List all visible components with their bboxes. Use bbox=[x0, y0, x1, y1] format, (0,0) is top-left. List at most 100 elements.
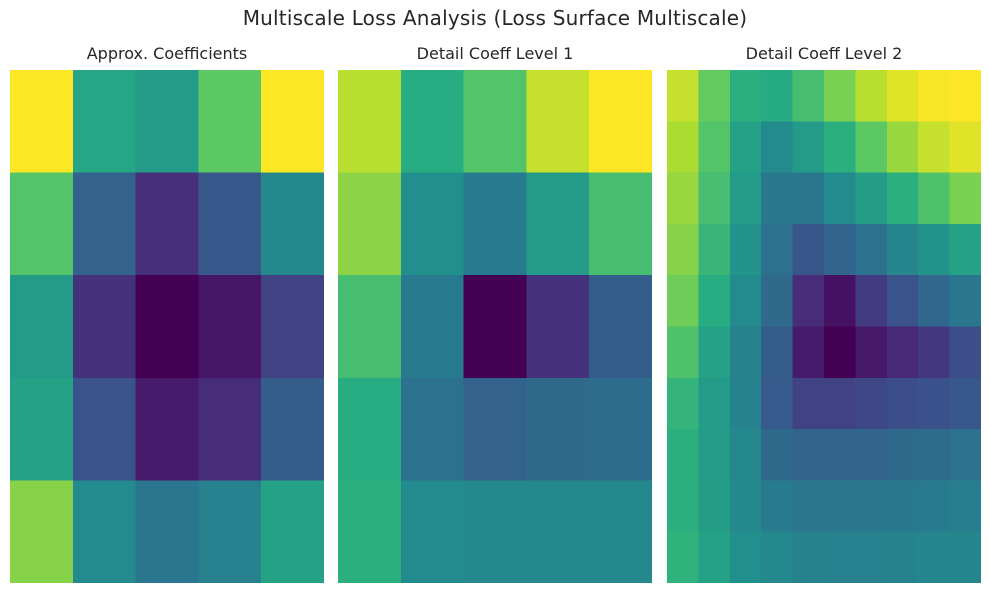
heatmap-cell-r3-c0 bbox=[10, 377, 74, 481]
heatmap-cell-r1-c1 bbox=[400, 172, 465, 276]
heatmap-cell-r2-c6 bbox=[855, 172, 888, 225]
heatmap-cell-r2-c4 bbox=[261, 275, 324, 379]
heatmap-cell-r9-c3 bbox=[761, 531, 794, 583]
heatmap-cell-r7-c9 bbox=[949, 429, 981, 481]
heatmap-cell-r4-c2 bbox=[135, 480, 199, 583]
heatmap-cell-r0-c1 bbox=[400, 70, 465, 174]
heatmap-cell-r6-c8 bbox=[918, 377, 951, 430]
heatmap-cell-r1-c4 bbox=[261, 172, 324, 276]
heatmap-cell-r6-c2 bbox=[729, 377, 762, 430]
heatmap-cell-r3-c1 bbox=[400, 377, 465, 481]
heatmap-cell-r4-c9 bbox=[949, 275, 981, 327]
heatmap-cell-r7-c7 bbox=[886, 429, 919, 481]
heatmap-cell-r4-c1 bbox=[72, 480, 137, 583]
heatmap-cell-r3-c3 bbox=[761, 223, 794, 276]
heatmap-cell-r6-c1 bbox=[698, 377, 731, 430]
heatmap-cell-r9-c7 bbox=[886, 531, 919, 583]
heatmap-cell-r3-c2 bbox=[729, 223, 762, 276]
heatmap-cell-r3-c3 bbox=[526, 377, 590, 481]
heatmap-cell-r5-c5 bbox=[824, 326, 856, 379]
heatmap-cell-r2-c7 bbox=[886, 172, 919, 225]
heatmap-cell-r8-c9 bbox=[949, 480, 981, 533]
heatmap-cell-r0-c4 bbox=[792, 70, 825, 122]
heatmap-cell-r4-c1 bbox=[400, 480, 465, 583]
heatmap-cell-r3-c2 bbox=[135, 377, 199, 481]
heatmap-cell-r9-c2 bbox=[729, 531, 762, 583]
heatmap-cell-r8-c6 bbox=[855, 480, 888, 533]
heatmap-cell-r4-c0 bbox=[10, 480, 74, 583]
heatmap-cell-r7-c5 bbox=[824, 429, 856, 481]
heatmap-cell-r2-c2 bbox=[463, 275, 527, 379]
heatmap-cell-r8-c3 bbox=[761, 480, 794, 533]
heatmap-cell-r4-c4 bbox=[792, 275, 825, 327]
heatmap-cell-r7-c8 bbox=[918, 429, 951, 481]
heatmap-cell-r6-c5 bbox=[824, 377, 856, 430]
heatmap-cell-r0-c7 bbox=[886, 70, 919, 122]
heatmap-cell-r1-c4 bbox=[792, 121, 825, 174]
heatmap-cell-r5-c0 bbox=[667, 326, 699, 379]
heatmap-cell-r3-c6 bbox=[855, 223, 888, 276]
heatmap-cell-r6-c3 bbox=[761, 377, 794, 430]
heatmap-cell-r3-c4 bbox=[589, 377, 652, 481]
heatmap-cell-r7-c2 bbox=[729, 429, 762, 481]
heatmap-cell-r9-c9 bbox=[949, 531, 981, 583]
heatmap-cell-r0-c6 bbox=[855, 70, 888, 122]
panel-title: Approx. Coefficients bbox=[86, 44, 248, 63]
heatmap-cell-r5-c8 bbox=[918, 326, 951, 379]
heatmap-cell-r0-c3 bbox=[526, 70, 590, 174]
heatmap-cell-r1-c0 bbox=[667, 121, 699, 174]
heatmap-cell-r1-c0 bbox=[338, 172, 402, 276]
heatmap-cell-r6-c7 bbox=[886, 377, 919, 430]
heatmap-cell-r1-c1 bbox=[72, 172, 137, 276]
heatmap-cell-r0-c1 bbox=[698, 70, 731, 122]
heatmap-cell-r9-c0 bbox=[667, 531, 699, 583]
heatmap-cell-r4-c5 bbox=[824, 275, 856, 327]
heatmap-cell-r2-c1 bbox=[698, 172, 731, 225]
heatmap-cell-r4-c2 bbox=[729, 275, 762, 327]
heatmap-cell-r1-c3 bbox=[761, 121, 794, 174]
heatmap-cell-r3-c5 bbox=[824, 223, 856, 276]
heatmap-cell-r0-c5 bbox=[824, 70, 856, 122]
heatmap-cell-r7-c4 bbox=[792, 429, 825, 481]
heatmap-cell-r0-c1 bbox=[72, 70, 137, 174]
heatmap-detail-level-1 bbox=[338, 70, 652, 583]
heatmap-cell-r5-c4 bbox=[792, 326, 825, 379]
panel-title: Detail Coeff Level 2 bbox=[745, 44, 903, 63]
heatmap-cell-r2-c4 bbox=[792, 172, 825, 225]
heatmap-cell-r0-c0 bbox=[10, 70, 74, 174]
heatmap-cell-r4-c6 bbox=[855, 275, 888, 327]
heatmap-cell-r1-c2 bbox=[135, 172, 199, 276]
heatmap-cell-r9-c5 bbox=[824, 531, 856, 583]
heatmap-cell-r9-c6 bbox=[855, 531, 888, 583]
heatmap-cell-r3-c7 bbox=[886, 223, 919, 276]
heatmap-cell-r5-c9 bbox=[949, 326, 981, 379]
heatmap-cell-r2-c0 bbox=[10, 275, 74, 379]
heatmap-cell-r1-c8 bbox=[918, 121, 951, 174]
heatmap-cell-r4-c7 bbox=[886, 275, 919, 327]
heatmap-cell-r1-c3 bbox=[198, 172, 262, 276]
heatmap-cell-r4-c0 bbox=[667, 275, 699, 327]
heatmap-cell-r4-c8 bbox=[918, 275, 951, 327]
heatmap-cell-r5-c2 bbox=[729, 326, 762, 379]
heatmap-cell-r3-c1 bbox=[72, 377, 137, 481]
heatmap-cell-r8-c1 bbox=[698, 480, 731, 533]
heatmap-cell-r7-c1 bbox=[698, 429, 731, 481]
heatmap-cell-r3-c4 bbox=[261, 377, 324, 481]
heatmap-cell-r0-c2 bbox=[135, 70, 199, 174]
heatmap-cell-r2-c0 bbox=[338, 275, 402, 379]
heatmap-cell-r1-c7 bbox=[886, 121, 919, 174]
heatmap-cell-r8-c2 bbox=[729, 480, 762, 533]
heatmap-cell-r1-c3 bbox=[526, 172, 590, 276]
heatmap-cell-r4-c1 bbox=[698, 275, 731, 327]
heatmap-cell-r2-c1 bbox=[400, 275, 465, 379]
heatmap-cell-r1-c6 bbox=[855, 121, 888, 174]
heatmap-cell-r0-c4 bbox=[261, 70, 324, 174]
panel-title: Detail Coeff Level 1 bbox=[416, 44, 574, 63]
heatmap-cell-r5-c6 bbox=[855, 326, 888, 379]
heatmap-cell-r3-c0 bbox=[338, 377, 402, 481]
heatmap-detail-level-2 bbox=[667, 70, 981, 583]
heatmap-cell-r2-c5 bbox=[824, 172, 856, 225]
heatmap-cell-r5-c7 bbox=[886, 326, 919, 379]
heatmap-cell-r2-c8 bbox=[918, 172, 951, 225]
heatmap-cell-r2-c3 bbox=[198, 275, 262, 379]
